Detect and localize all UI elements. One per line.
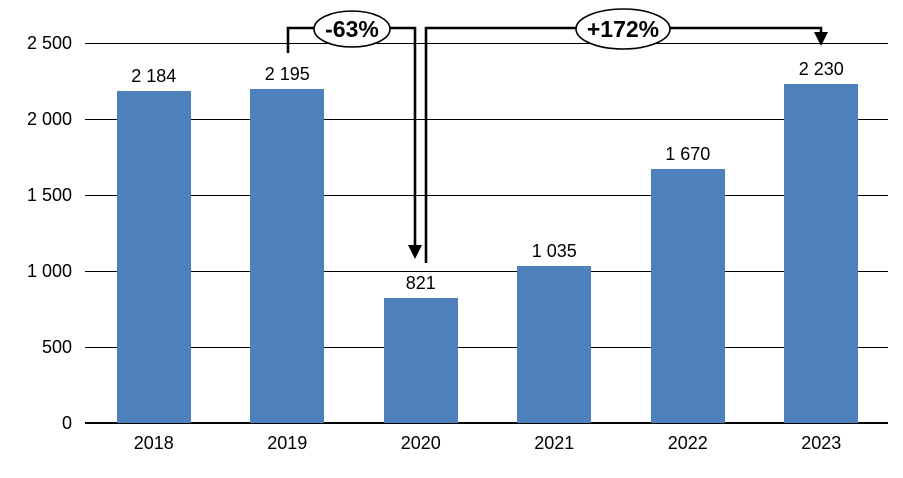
x-axis-tick-label-2023: 2023 [801, 433, 842, 453]
increase-callout-label: +172% [587, 16, 659, 42]
bar-2018 [116, 91, 191, 423]
bar-2019 [250, 89, 325, 423]
x-axis-tick-label-2018: 2018 [133, 433, 174, 453]
bar-value-label-2022: 1 670 [665, 144, 711, 165]
y-axis-tick-label-500: 500 [41, 337, 72, 357]
decrease-callout-label: -63% [325, 16, 379, 42]
increase-arrowhead-icon [814, 32, 828, 46]
bar-value-label-2021: 1 035 [531, 240, 577, 261]
gridline-1000 [85, 270, 888, 272]
x-axis-tick-label-2021: 2021 [534, 433, 575, 453]
x-axis-tick-label-2022: 2022 [667, 433, 708, 453]
gridline-1500 [85, 194, 888, 196]
y-axis-tick-label-0: 0 [61, 413, 72, 433]
bar-value-label-2019: 2 195 [264, 64, 310, 85]
gridline-2500 [85, 42, 888, 44]
y-axis-tick-label-2000: 2 000 [26, 109, 72, 129]
bar-value-label-2018: 2 184 [131, 66, 177, 87]
x-axis-tick-label-2019: 2019 [267, 433, 308, 453]
bar-2021 [517, 265, 592, 423]
x-axis-tick-label-2020: 2020 [400, 433, 441, 453]
bar-value-label-2020: 821 [405, 273, 436, 294]
increase-annotation: +172% [424, 8, 828, 263]
gridline-2000 [85, 118, 888, 120]
y-axis-tick-label-2500: 2 500 [26, 33, 72, 53]
bar-value-label-2023: 2 230 [798, 59, 844, 80]
gridline-500 [85, 346, 888, 348]
bar-2022 [650, 169, 725, 423]
bar-2020 [383, 298, 458, 423]
y-axis-tick-label-1000: 1 000 [26, 261, 72, 281]
x-axis-line [85, 421, 888, 424]
y-axis-tick-label-1500: 1 500 [26, 185, 72, 205]
bar-2023 [784, 84, 859, 423]
decrease-arrowhead-icon [408, 245, 422, 259]
